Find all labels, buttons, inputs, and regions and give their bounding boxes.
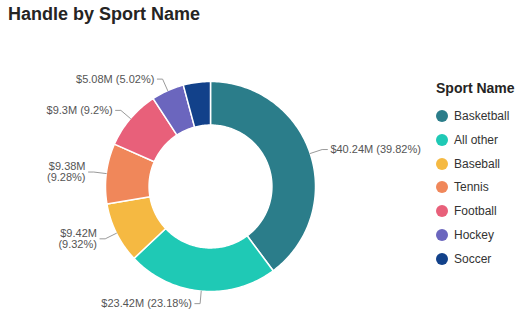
svg-text:$40.24M (39.82%): $40.24M (39.82%): [330, 143, 421, 155]
svg-text:$9.38M(9.28%): $9.38M(9.28%): [47, 160, 86, 183]
svg-text:$9.3M (9.2%): $9.3M (9.2%): [47, 104, 113, 116]
html-text:Soccer: Soccer: [454, 251, 492, 266]
html-text:Sport Name: Sport Name: [436, 80, 515, 96]
svg-text:$9.42M(9.32%): $9.42M(9.32%): [58, 227, 97, 250]
html-text:Hockey: Hockey: [454, 228, 494, 242]
html-text:Tennis: Tennis: [454, 180, 489, 195]
html-text:Handle by Sport Name: Handle by Sport Name: [8, 4, 200, 24]
html-text:All other: All other: [454, 132, 498, 147]
svg-text:$5.08M (5.02%): $5.08M (5.02%): [76, 73, 154, 85]
html-text:Basketball: Basketball: [454, 109, 510, 123]
svg-text:$23.42M (23.18%): $23.42M (23.18%): [101, 297, 192, 309]
html-text:Football: Football: [454, 204, 497, 219]
html-text:Baseball: Baseball: [454, 156, 500, 171]
